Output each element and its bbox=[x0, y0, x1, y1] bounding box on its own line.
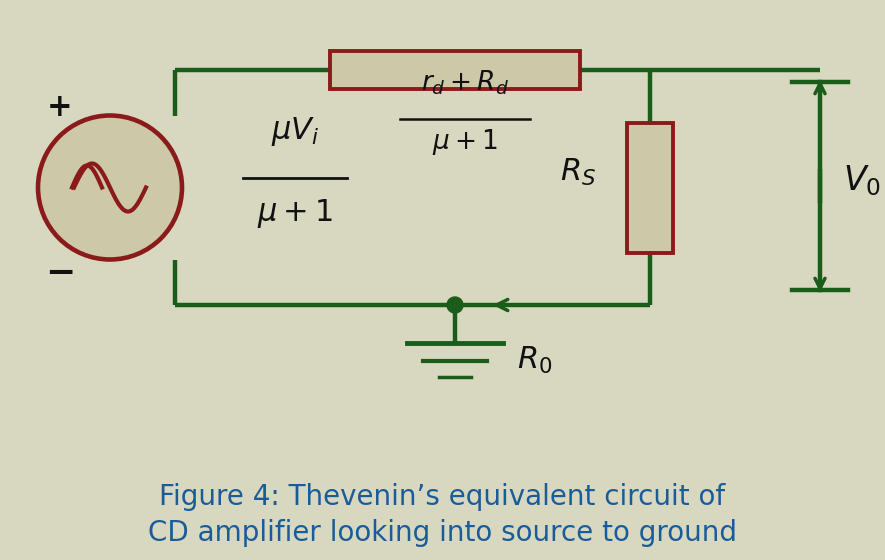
Text: $\mu V_i$: $\mu V_i$ bbox=[271, 114, 319, 147]
Circle shape bbox=[447, 297, 463, 313]
Text: +: + bbox=[47, 92, 73, 123]
Bar bbox=[627, 123, 673, 253]
Text: $\mu+1$: $\mu+1$ bbox=[432, 127, 498, 157]
Text: $V_0$: $V_0$ bbox=[843, 164, 881, 198]
Text: Figure 4: Thevenin’s equivalent circuit of
CD amplifier looking into source to g: Figure 4: Thevenin’s equivalent circuit … bbox=[148, 483, 736, 548]
Text: $r_d+R_d$: $r_d+R_d$ bbox=[421, 68, 509, 97]
Text: −: − bbox=[45, 255, 75, 290]
Text: $R_0$: $R_0$ bbox=[518, 344, 552, 376]
Text: $\mu+1$: $\mu+1$ bbox=[258, 198, 333, 231]
Text: $R_S$: $R_S$ bbox=[560, 157, 596, 188]
Bar bbox=[330, 51, 580, 89]
Circle shape bbox=[38, 115, 182, 259]
